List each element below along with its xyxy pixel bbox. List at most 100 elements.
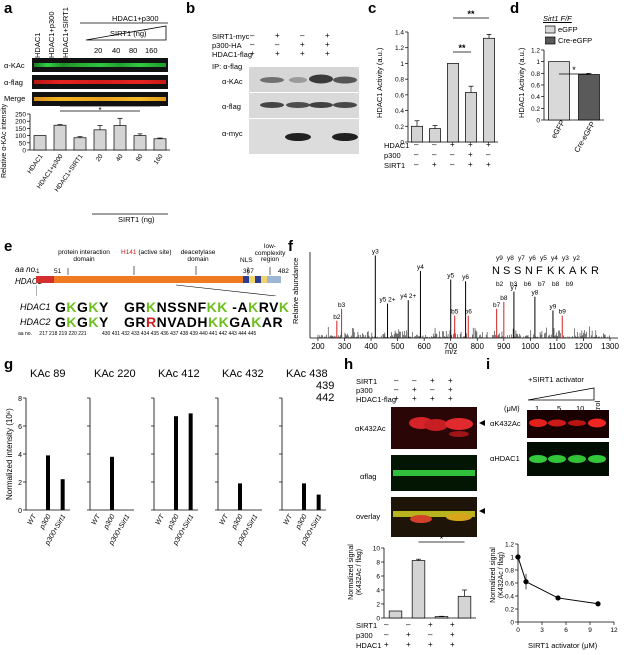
point-0 (515, 554, 521, 560)
point-1 (523, 579, 529, 585)
panel-letter-i: i (486, 356, 491, 373)
hdac1-right-residue-11: - (232, 299, 238, 315)
hdac2-right-residue-12: K (251, 314, 262, 330)
g-xlabel-3-1: p300 (230, 513, 244, 531)
g-bar-1-1 (110, 456, 114, 510)
sig-star-1: * (98, 106, 101, 115)
d-legend-cre: Cre-eGFP (558, 36, 593, 45)
h-bottom-marks: – – + + – + – + + + + + (384, 621, 478, 651)
d-legend-egfp: eGFP (558, 25, 578, 34)
sig-star-0: * (108, 106, 111, 109)
panel-letter-h: h (344, 356, 354, 373)
c-mark-0-2: + (450, 140, 455, 149)
c-marks: – – + + + – – – + – – + – + + (414, 141, 502, 173)
sig-star-0: ** (467, 10, 475, 19)
hdac1-right-residue-12: A (237, 299, 249, 315)
hdac1-right-residue-15: V (269, 299, 279, 315)
e-pos-482: 482 (278, 268, 289, 275)
c-mark-0-0: – (414, 140, 419, 149)
b-marks: – + – + – – + + + + + + (250, 32, 360, 62)
h-bottom-mark-0-3: + (450, 620, 455, 629)
y-tick-label-0: 0 (400, 140, 404, 147)
g-title-4: KAc 438 (286, 368, 328, 380)
hdac1-right-residue-0: G (124, 299, 136, 315)
series-line (517, 556, 599, 605)
hdac1-right-residue-9: K (217, 299, 228, 315)
peak-label-14: y9 (550, 303, 557, 310)
c-mark-0-4: + (486, 140, 491, 149)
y-tick-label-2: 0.4 (531, 94, 540, 101)
header-sirt1-ng: SIRT1 (ng) (110, 29, 147, 38)
e-pos-367: 367 (243, 268, 254, 275)
hdac2-left-residue-1: K (66, 314, 78, 330)
g-bar-0-1 (46, 455, 50, 510)
y-tick-label-2: 0.4 (395, 108, 404, 115)
chart-f-spectrum: 200 300 400 500 600 700 800 900 1000 1100 1200 1300… (309, 248, 619, 351)
i-dose-5: 5 (557, 404, 562, 413)
hdac1-right-residue-4: S (167, 299, 178, 315)
i-dose-1: 1 (535, 404, 540, 413)
b-mark-2-0: + (250, 49, 255, 58)
ion-top-7: y2 (573, 255, 580, 262)
hdac1-right-residue-7: F (197, 299, 207, 315)
h-blot-label-flag: αflag (360, 472, 377, 481)
c-mark-1-3: + (468, 150, 473, 159)
h-bottom-mark-1-1: + (406, 630, 411, 639)
peak-label-11: b8 (500, 295, 508, 302)
blot-label-kac: α-KAc (4, 61, 25, 70)
h-mark-1-0: – (394, 385, 399, 394)
x-label-6: 160 (153, 153, 165, 166)
y-tick-label-4: 8 (376, 560, 380, 567)
c-row-p300: p300 (384, 151, 401, 160)
g-xlabel-4-0: WT (283, 513, 295, 527)
ion-top-5: y4 (551, 255, 558, 262)
g-tick-label-3: 0.6 (18, 424, 22, 431)
blot-a-kac (32, 58, 168, 72)
y-tick-label-1: 2 (376, 602, 380, 609)
x-tick-label-4: 12 (610, 627, 618, 634)
g-xlabel-2-0: WT (155, 513, 167, 527)
e-aa-row: aa no. 217 218 219 220 221 430 431 432 4… (18, 331, 256, 337)
g-title-3: KAc 432 (222, 368, 264, 380)
b-mark-1-1: – (275, 40, 280, 49)
c-mark-1-0: – (414, 150, 419, 159)
i-wedge (527, 387, 595, 401)
residue-3: N (525, 265, 533, 277)
blot-h (391, 407, 485, 537)
bar-1 (411, 560, 426, 619)
h-mark-1-1: + (412, 385, 417, 394)
row-label-p300-ha: p300-HA (212, 41, 242, 50)
g-xlabel-2-1: p300 (166, 513, 180, 531)
h-mark-0-0: – (394, 376, 399, 385)
e-aa-row-right: 430 431 432 433 434 435 436 437 438 439 … (101, 331, 257, 337)
b-mark-2-2: + (300, 49, 305, 58)
y-tick-label-2: 4 (376, 588, 380, 595)
chart-d-ylabel: HDAC1 Activity (a.u.) (517, 47, 526, 118)
x-tick-label-9: 1100 (548, 342, 566, 351)
residue-0: N (492, 265, 500, 277)
hdac1-right-residue-13: K (248, 299, 259, 315)
h-bottom-hdac1: HDAC1 (356, 641, 382, 650)
bar-0 (548, 61, 570, 121)
b-mark-2-3: + (325, 49, 330, 58)
g-bar-4-1 (302, 483, 306, 510)
residue-7: A (569, 265, 577, 277)
y-tick-label-1: 0.2 (395, 124, 404, 131)
b-mark-1-0: – (250, 40, 255, 49)
ng-160: 160 (145, 46, 158, 55)
peak-label-9: b6 (465, 309, 473, 316)
bar-6 (153, 138, 167, 151)
peak-label-3: y6 (462, 274, 469, 281)
header-hdac1-p300: HDAC1+p300 (112, 14, 159, 23)
h-bottom-mark-1-2: – (428, 630, 433, 639)
hdac1-left-residue-4: Y (99, 299, 109, 315)
peak-label-0: y3 (372, 248, 379, 255)
peak-label-2: y5 (447, 273, 454, 280)
g-bar-2-1 (174, 416, 178, 510)
hdac2-right-residue-2: R (146, 314, 157, 330)
g-xlabel-1-1: p300 (102, 513, 116, 531)
h-row-sirt1: SIRT1 (356, 377, 378, 386)
x-tick-label-8: 1000 (521, 342, 539, 351)
ng-40: 40 (112, 46, 121, 55)
hdac1-right-residue-1: R (135, 299, 147, 315)
